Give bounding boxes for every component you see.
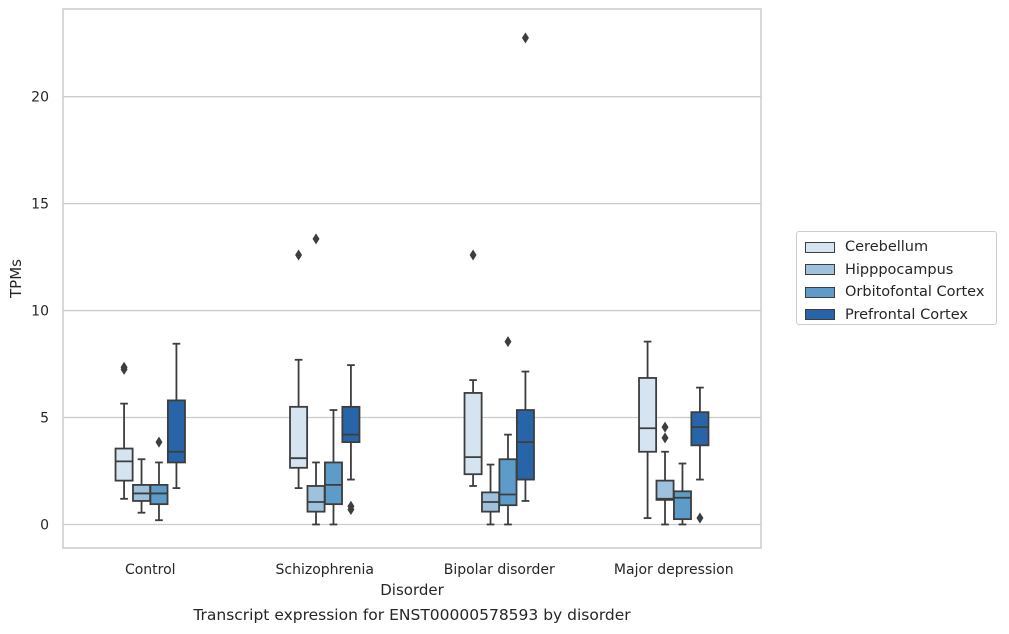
- outlier-point: [504, 336, 512, 348]
- x-axis-title: Disorder: [380, 581, 444, 599]
- box-prefrontal-cortex: [166, 342, 186, 490]
- box-iqr: [306, 485, 326, 513]
- chart-legend: Cerebellum Hipppocampus Orbitofontal Cor…: [796, 231, 997, 325]
- box-iqr: [341, 405, 361, 444]
- outlier-point: [347, 500, 355, 512]
- legend-item: Prefrontal Cortex: [805, 304, 996, 327]
- box-cerebellum: [114, 361, 134, 500]
- box-orbitofontal-cortex: [149, 436, 169, 522]
- legend-swatch: [805, 309, 835, 321]
- box-iqr: [463, 392, 483, 476]
- box-cerebellum: [638, 340, 658, 519]
- box-prefrontal-cortex: [341, 364, 361, 515]
- box-iqr: [114, 447, 134, 482]
- box-orbitofontal-cortex: [324, 409, 343, 526]
- outlier-point: [661, 421, 669, 433]
- box-iqr: [166, 399, 186, 464]
- outlier-point: [469, 249, 477, 261]
- x-tick-label: Schizophrenia: [276, 562, 374, 578]
- box-plot-series: [114, 32, 710, 526]
- y-axis-title: TPMs: [7, 259, 25, 299]
- box-iqr: [149, 484, 169, 506]
- legend-item: Cerebellum: [805, 236, 996, 259]
- x-tick-labels: Control Schizophrenia Bipolar disorder Majo…: [125, 562, 734, 578]
- outlier-point: [295, 249, 303, 261]
- box-prefrontal-cortex: [690, 386, 710, 524]
- legend-label: Prefrontal Cortex: [845, 306, 968, 323]
- y-tick-label: 0: [40, 517, 49, 533]
- legend-item: Orbitofontal Cortex: [805, 281, 996, 304]
- box-orbitofontal-cortex: [673, 462, 692, 526]
- outlier-point: [661, 432, 669, 444]
- y-tick-label: 15: [31, 197, 49, 213]
- box-hipppocampus: [655, 421, 675, 526]
- outlier-point: [312, 233, 320, 245]
- box-iqr: [289, 405, 309, 469]
- y-tick-label: 20: [31, 90, 49, 106]
- legend-swatch: [805, 264, 835, 276]
- box-iqr: [690, 411, 710, 447]
- plot-frame: [62, 8, 762, 549]
- box-iqr: [515, 409, 535, 481]
- outlier-point: [696, 512, 704, 524]
- x-tick-label: Bipolar disorder: [444, 562, 555, 578]
- box-hipppocampus: [306, 233, 326, 526]
- box-orbitofontal-cortex: [498, 336, 518, 526]
- x-tick-label: Major depression: [614, 562, 734, 578]
- box-iqr: [498, 458, 518, 507]
- box-iqr: [324, 461, 343, 506]
- box-iqr: [638, 377, 658, 453]
- box-cerebellum: [289, 249, 309, 490]
- y-tick-label: 5: [40, 411, 49, 427]
- outlier-point: [521, 32, 529, 44]
- legend-label: Hipppocampus: [845, 261, 954, 278]
- y-tick-labels: 0 5 10 15 20: [31, 90, 49, 534]
- legend-label: Cerebellum: [845, 239, 929, 256]
- box-prefrontal-cortex: [515, 32, 535, 502]
- legend-swatch: [805, 286, 835, 298]
- legend-swatch: [805, 241, 835, 253]
- box-iqr: [655, 479, 675, 501]
- box-hipppocampus: [132, 458, 151, 514]
- outlier-point: [155, 436, 163, 448]
- y-tick-label: 10: [31, 304, 49, 320]
- x-tick-label: Control: [125, 562, 176, 578]
- box-hipppocampus: [481, 463, 500, 526]
- box-cerebellum: [463, 249, 483, 487]
- legend-label: Orbitofontal Cortex: [845, 284, 985, 301]
- legend-item: Hipppocampus: [805, 259, 996, 282]
- outlier-point: [120, 361, 128, 373]
- box-iqr: [673, 490, 692, 521]
- figure-caption: Transcript expression for ENST0000057859…: [193, 606, 631, 624]
